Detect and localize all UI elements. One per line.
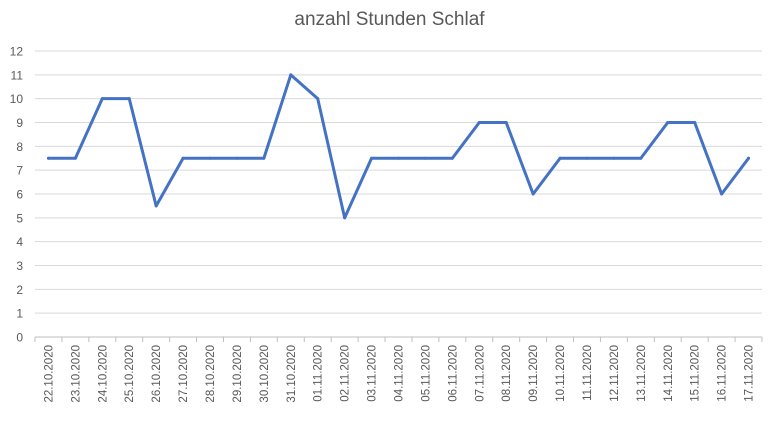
x-tick-label: 13.11.2020 <box>636 345 648 402</box>
x-tick-label: 08.11.2020 <box>501 345 513 402</box>
y-tick-label: 4 <box>16 235 23 249</box>
data-point <box>262 156 266 160</box>
data-point <box>747 156 751 160</box>
data-point <box>127 97 131 101</box>
y-tick-label: 0 <box>16 331 23 345</box>
data-point <box>450 156 454 160</box>
y-tick-label: 5 <box>16 211 23 225</box>
x-tick-label: 30.10.2020 <box>259 345 271 403</box>
x-tick-label: 29.10.2020 <box>232 345 244 403</box>
x-tick-label: 11.11.2020 <box>582 345 594 401</box>
x-tick-label: 02.11.2020 <box>340 345 352 402</box>
x-tick-label: 03.11.2020 <box>367 345 379 402</box>
x-tick-label: 07.11.2020 <box>474 345 486 402</box>
y-tick-label: 10 <box>10 92 24 106</box>
x-tick-label: 27.10.2020 <box>178 345 190 403</box>
data-point <box>208 156 212 160</box>
data-point <box>720 192 724 196</box>
x-tick-label: 16.11.2020 <box>717 345 729 402</box>
data-point <box>100 97 104 101</box>
x-tick-label: 28.10.2020 <box>205 345 217 403</box>
y-tick-label: 9 <box>16 116 23 130</box>
y-tick-label: 1 <box>16 307 23 321</box>
x-tick-label: 17.11.2020 <box>744 345 756 402</box>
data-point <box>693 121 697 124</box>
x-tick-label: 06.11.2020 <box>447 345 459 402</box>
data-point <box>397 156 400 160</box>
data-point <box>154 204 158 208</box>
x-tick-label: 12.11.2020 <box>609 345 621 402</box>
data-point <box>289 73 293 77</box>
data-point <box>531 192 535 196</box>
data-point <box>46 156 50 160</box>
x-tick-label: 24.10.2020 <box>97 345 109 403</box>
x-tick-label: 23.10.2020 <box>70 345 82 403</box>
chart-title: anzahl Stunden Schlaf <box>294 9 485 30</box>
data-point <box>316 97 320 101</box>
y-tick-label: 8 <box>16 140 23 154</box>
x-tick-label: 10.11.2020 <box>555 345 567 402</box>
x-tick-label: 25.10.2020 <box>124 345 136 403</box>
x-tick-label: 09.11.2020 <box>528 345 540 402</box>
data-point <box>558 156 562 160</box>
x-tick-label: 31.10.2020 <box>286 345 298 403</box>
data-point <box>423 156 427 160</box>
data-point <box>181 156 185 160</box>
x-tick-label: 14.11.2020 <box>663 345 675 402</box>
y-tick-label: 6 <box>16 188 23 202</box>
data-point <box>504 121 508 124</box>
data-point <box>585 156 589 160</box>
y-tick-label: 3 <box>16 259 23 273</box>
x-tick-label: 01.11.2020 <box>313 345 325 402</box>
x-tick-label: 05.11.2020 <box>420 345 432 402</box>
data-point <box>73 156 77 160</box>
y-tick-label: 7 <box>16 164 23 178</box>
x-tick-label: 22.10.2020 <box>43 345 55 403</box>
y-tick-label: 12 <box>10 45 24 59</box>
x-tick-label: 15.11.2020 <box>690 345 702 402</box>
data-point <box>235 156 239 160</box>
data-point <box>666 121 670 124</box>
data-point <box>343 216 347 220</box>
data-point <box>639 156 643 160</box>
x-tick-label: 26.10.2020 <box>151 345 163 403</box>
data-point <box>477 121 481 124</box>
y-tick-label: 11 <box>11 68 24 82</box>
data-point <box>612 156 616 160</box>
x-tick-label: 04.11.2020 <box>394 345 406 402</box>
y-tick-label: 2 <box>16 283 23 297</box>
data-point <box>370 156 374 160</box>
